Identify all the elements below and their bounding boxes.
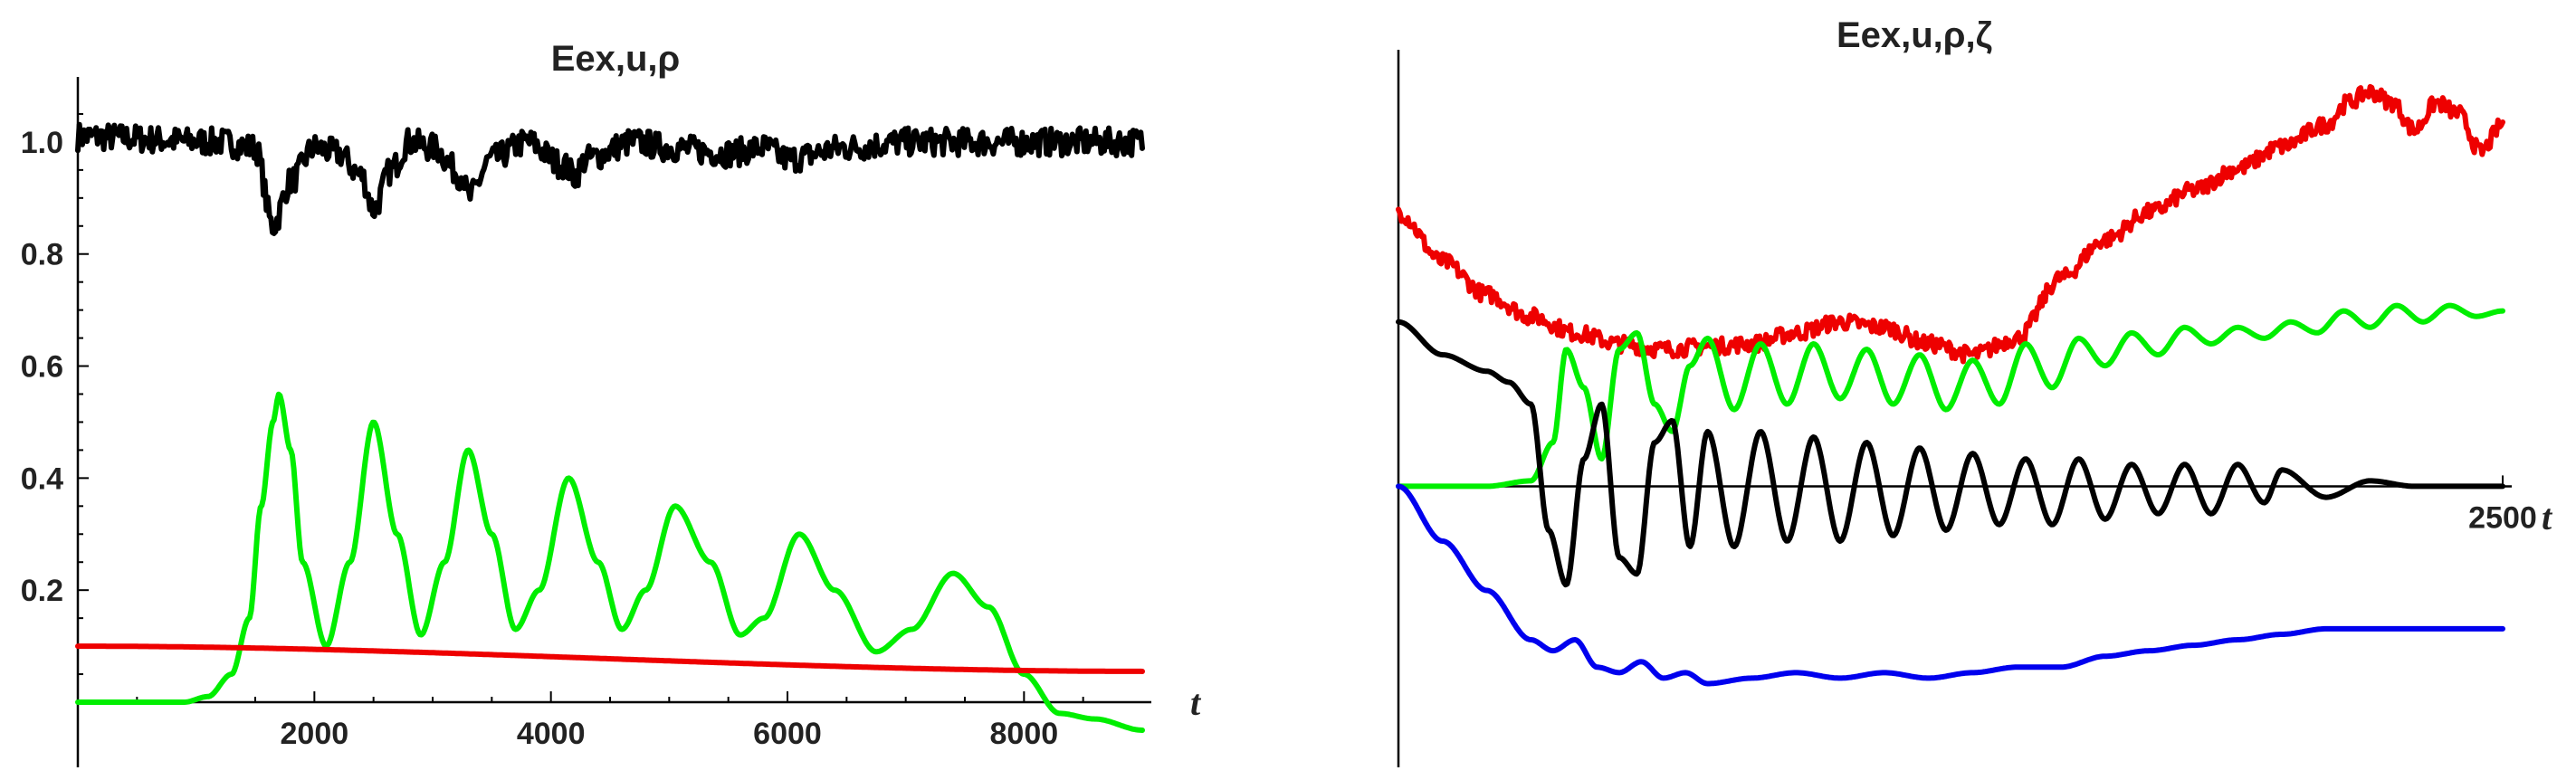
- series-line-0: [75, 121, 1145, 236]
- series-line-2: [75, 643, 1145, 674]
- series-line-0: [1396, 83, 2505, 365]
- series-line-3: [1396, 483, 2505, 687]
- x-tick-label: 4000: [517, 717, 586, 751]
- left-chart: Eex,u,ρ t 2000 4000 6000 8000 0.2 0.4 0.6 0.8 1.…: [21, 39, 1202, 767]
- x-tick-label: 6000: [753, 717, 822, 751]
- y-tick-label: 0.6: [21, 350, 63, 385]
- series-line-1: [75, 391, 1145, 733]
- y-tick-label: 0.8: [21, 238, 63, 272]
- left-chart-x-label: t: [1190, 682, 1202, 723]
- left-chart-title: Eex,u,ρ: [551, 39, 681, 79]
- series-line-1: [1396, 302, 2505, 490]
- x-tick-label: 8000: [990, 717, 1059, 751]
- series-line-2: [1396, 319, 2505, 588]
- y-tick-label: 1.0: [21, 126, 63, 160]
- right-chart: Eex,u,ρ,ζ t 2500: [1396, 15, 2553, 767]
- y-tick-label: 0.2: [21, 574, 63, 608]
- right-chart-title: Eex,u,ρ,ζ: [1837, 15, 1992, 55]
- x-tick-label: 2500: [2468, 500, 2537, 535]
- right-chart-x-label: t: [2542, 497, 2553, 537]
- y-tick-label: 0.4: [21, 461, 63, 496]
- x-tick-label: 2000: [281, 717, 349, 751]
